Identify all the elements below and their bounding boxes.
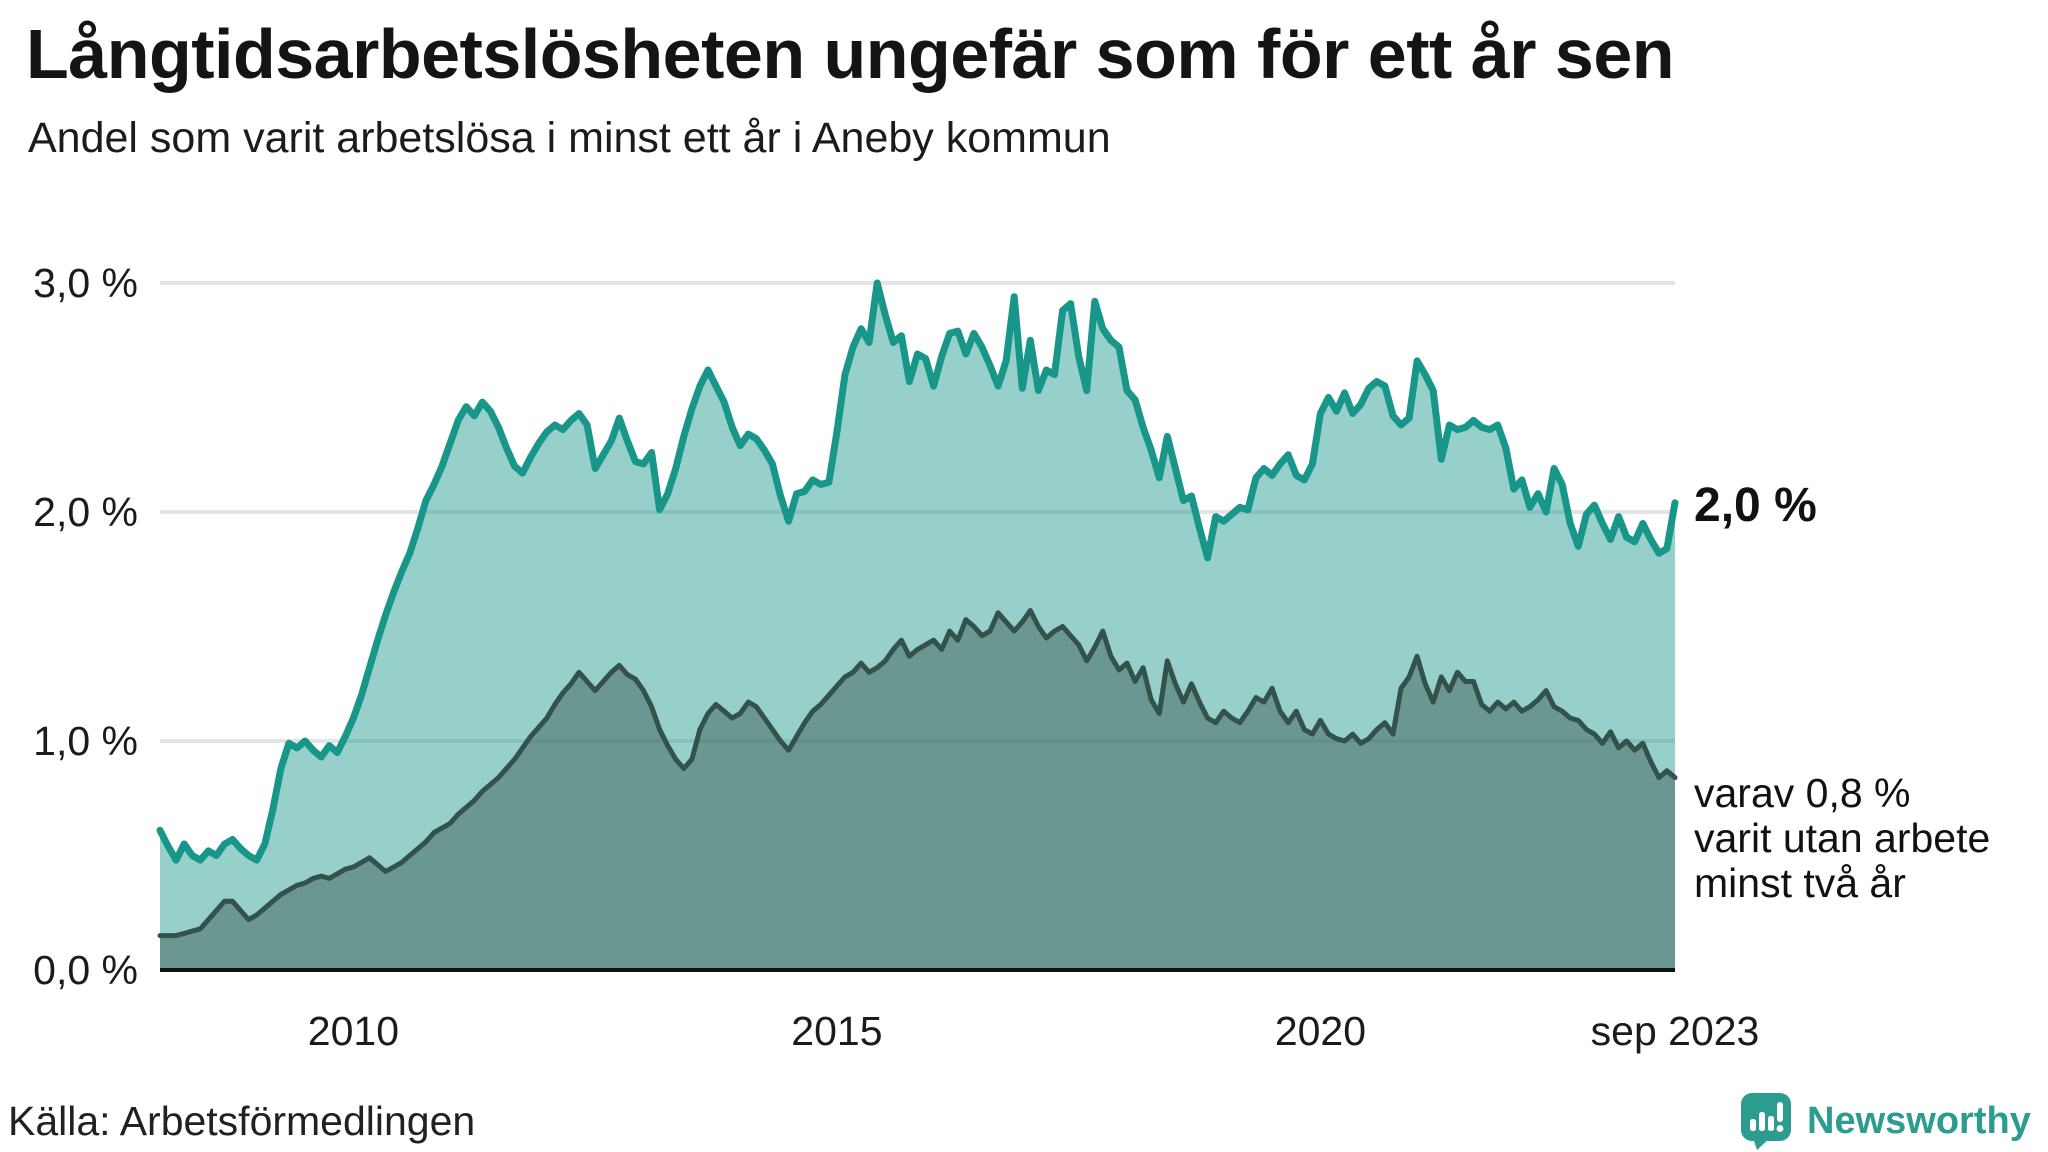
y-axis-label-2: 2,0 % [33, 489, 138, 535]
x-axis-label-2010: 2010 [307, 1008, 399, 1054]
secondary-series-annotation: varav 0,8 % varit utan arbete minst två … [1694, 771, 1990, 906]
series-2yr-area [160, 610, 1675, 970]
annotation-line-2: varit utan arbete [1694, 815, 1991, 861]
newsworthy-speech-bubble-icon [1741, 1093, 1791, 1150]
series-1yr-area [160, 283, 1675, 970]
chart-subtitle: Andel som varit arbetslösa i minst ett å… [28, 114, 1111, 162]
newsworthy-logo: Newsworthy [1740, 1092, 2031, 1150]
y-axis-label-0: 0,0 % [33, 947, 138, 993]
x-axis-label-2015: 2015 [791, 1008, 883, 1054]
page-title: Långtidsarbetslösheten ungefär som för e… [26, 15, 1675, 93]
annotation-line-1: varav 0,8 % [1694, 770, 1911, 816]
newsworthy-wordmark: Newsworthy [1807, 1099, 2031, 1142]
latest-value-label: 2,0 % [1694, 479, 1817, 532]
x-axis-label-2020: 2020 [1274, 1008, 1367, 1054]
x-axis-label-sep2023: sep 2023 [1590, 1008, 1760, 1054]
series-2yr-line [157, 608, 1678, 939]
annotation-line-3: minst två år [1694, 860, 1906, 906]
y-axis-label-3: 3,0 % [33, 260, 138, 306]
series-1yr-line [156, 279, 1679, 864]
source-credit: Källa: Arbetsförmedlingen [8, 1098, 476, 1144]
y-axis-label-1: 1,0 % [33, 718, 138, 764]
